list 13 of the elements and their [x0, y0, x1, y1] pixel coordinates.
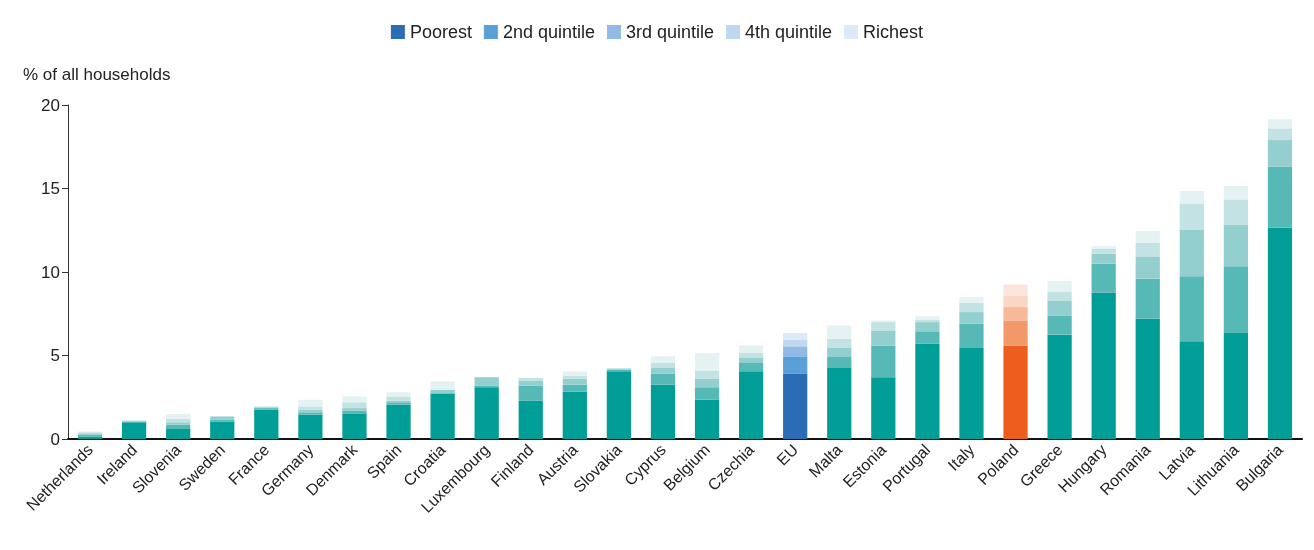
y-tick-label: 5: [50, 346, 60, 365]
y-tick-label: 0: [50, 429, 60, 449]
legend-label: 2nd quintile: [502, 22, 595, 42]
legend-label: Poorest: [409, 22, 472, 42]
legend-label: 4th quintile: [745, 22, 833, 42]
y-tick-label: 15: [41, 179, 60, 198]
y-tick-label: 10: [41, 262, 60, 282]
legend-label: 3rd quintile: [625, 22, 715, 42]
x-tick-label: EU: [773, 440, 802, 469]
y-tick-label: 20: [41, 95, 60, 115]
y-axis-title: % of all households: [23, 65, 171, 84]
legend-label: Richest: [863, 22, 924, 42]
x-tick-label: Italy: [944, 440, 978, 474]
